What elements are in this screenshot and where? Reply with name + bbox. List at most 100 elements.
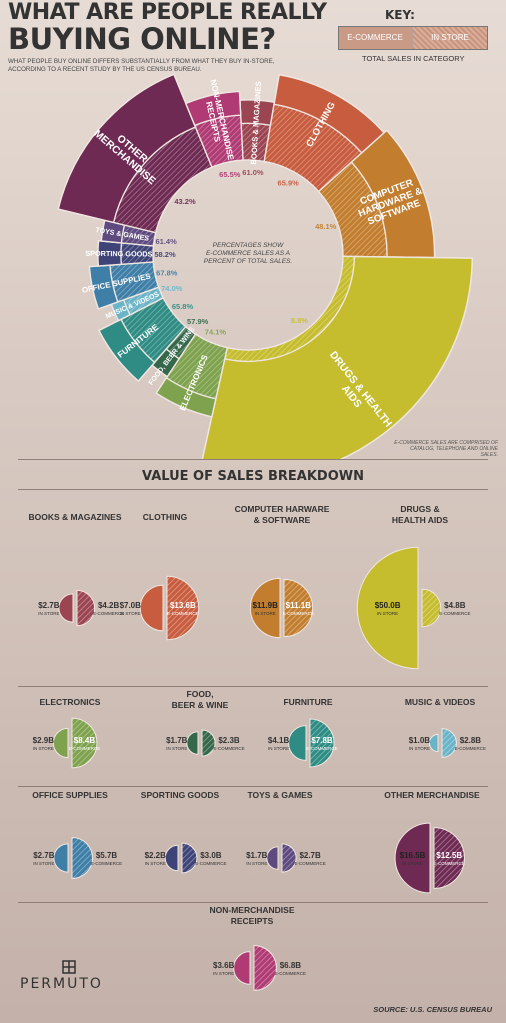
donut-percent-label: 61.0% [242,168,264,177]
instore-unit-label: IN STORE [213,971,234,976]
donut-percent-label: 67.8% [156,268,178,277]
instore-half-circle [428,733,439,753]
instore-half-circle [58,593,74,623]
title-line-1: WHAT ARE PEOPLE REALLY [8,0,327,25]
ecommerce-unit-label: E-COMMERCE [91,861,122,866]
donut-percent-label: 74.1% [205,327,227,336]
instore-half-circle [53,843,69,873]
donut-center-text: PERCENTAGES SHOW E-COMMERCE SALES AS A PER… [204,242,293,265]
instore-unit-label: IN STORE [145,861,166,866]
ecommerce-value-label: $5.7B [96,851,118,860]
instore-value-label: $11.9B [252,601,278,610]
donut-slice-ecommerce [184,90,242,127]
page-title: WHAT ARE PEOPLE REALLY BUYING ONLINE? [8,2,327,54]
instore-unit-label: IN STORE [268,746,289,751]
key-title: KEY: [385,8,415,22]
ecommerce-unit-label: E-COMMERCE [93,611,124,616]
breakdown-title: SPORTING GOODS [141,790,220,800]
instore-value-label: $16.5B [400,851,426,860]
donut-percent-label: 61.4% [156,237,178,246]
breakdown-title: TOYS & GAMES [247,790,312,800]
instore-unit-label: IN STORE [33,746,54,751]
instore-half-circle [249,577,281,639]
instore-unit-label: IN STORE [33,861,54,866]
ecommerce-value-label: $4.2B [98,601,120,610]
ecommerce-half-circle [421,588,442,628]
ecommerce-half-circle [201,729,216,757]
donut-percent-label: 65.5% [219,170,241,179]
donut-slice-ecommerce [155,376,217,418]
divider [18,786,488,787]
breakdown-title: OTHER MERCHANDISE [384,790,480,800]
instore-value-label: $2.9B [33,736,55,745]
title-line-2: BUYING ONLINE? [8,22,276,56]
ecommerce-unit-label: E-COMMERCE [275,971,306,976]
instore-half-circle [139,584,164,632]
ecommerce-value-label: $6.8B [280,961,302,970]
ecommerce-half-circle [283,578,313,638]
ecommerce-half-circle [433,827,465,889]
instore-unit-label: IN STORE [166,746,187,751]
breakdown-title: DRUGS & HEALTH AIDS [392,504,449,525]
key-caption: TOTAL SALES IN CATEGORY [362,54,465,63]
donut-percent-label: 65.8% [172,302,194,311]
instore-value-label: $7.0B [120,601,142,610]
divider [18,902,488,903]
instore-unit-label: IN STORE [246,861,267,866]
donut-slice-ecommerce [201,255,474,460]
ecommerce-unit-label: E-COMMERCE [69,746,100,751]
instore-unit-label: IN STORE [120,611,141,616]
ecommerce-value-label: $3.0B [200,851,222,860]
ecommerce-unit-label: E-COMMERCE [306,746,337,751]
footnote: E-COMMERCE SALES ARE COMPRISED OF CATALO… [394,440,498,458]
donut-percent-label: 58.2% [154,250,176,259]
donut-percent-label: 65.9% [278,178,300,187]
ecommerce-unit-label: E-COMMERCE [434,861,465,866]
ecommerce-unit-label: E-COMMERCE [213,746,244,751]
donut-percent-label: 8.8% [291,316,308,325]
instore-half-circle [288,725,307,761]
breakdown-title: ELECTRONICS [40,697,101,707]
ecommerce-half-circle [309,718,335,768]
ecommerce-value-label: $13.6B [170,601,196,610]
ecommerce-unit-label: E-COMMERCE [195,861,226,866]
donut-category-label: SPORTING GOODS [85,249,152,259]
source-credit: SOURCE: U.S. CENSUS BUREAU [373,1005,492,1014]
ecommerce-value-label: $4.8B [444,601,466,610]
ecommerce-unit-label: E-COMMERCE [283,611,314,616]
ecommerce-half-circle [71,836,93,880]
ecommerce-value-label: $12.5B [436,851,462,860]
breakdown-title: NON-MERCHANDISE RECEIPTS [210,905,295,926]
divider [18,489,488,490]
instore-unit-label: IN STORE [255,611,276,616]
section-title: VALUE OF SALES BREAKDOWN [142,469,364,484]
key-instore: IN STORE [413,27,487,49]
breakdown-title: MUSIC & VIDEOS [405,697,476,707]
breakdown-title: CLOTHING [143,512,188,522]
ecommerce-unit-label: E-COMMERCE [439,611,470,616]
ecommerce-half-circle [281,843,297,873]
divider [18,686,488,687]
instore-half-circle [186,731,199,755]
instore-value-label: $2.7B [38,601,60,610]
ecommerce-half-circle [71,717,98,769]
ecommerce-value-label: $2.8B [460,736,482,745]
ecommerce-half-circle [441,728,457,758]
ecommerce-half-circle [76,589,96,627]
permuto-logo-icon [62,960,76,974]
ecommerce-half-circle [253,945,277,991]
ecommerce-unit-label: E-COMMERCE [167,611,198,616]
key-ecommerce: E-COMMERCE [339,27,411,49]
instore-value-label: $1.0B [409,736,431,745]
instore-unit-label: IN STORE [409,746,430,751]
key-legend: E-COMMERCE IN STORE [338,26,488,50]
donut-percent-label: 43.2% [174,197,196,206]
instore-half-circle [356,546,419,670]
breakdown-title: FURNITURE [283,697,332,707]
instore-half-circle [233,951,251,985]
instore-half-circle [164,844,179,872]
ecommerce-half-circle [166,575,200,641]
instore-half-circle [53,727,69,759]
